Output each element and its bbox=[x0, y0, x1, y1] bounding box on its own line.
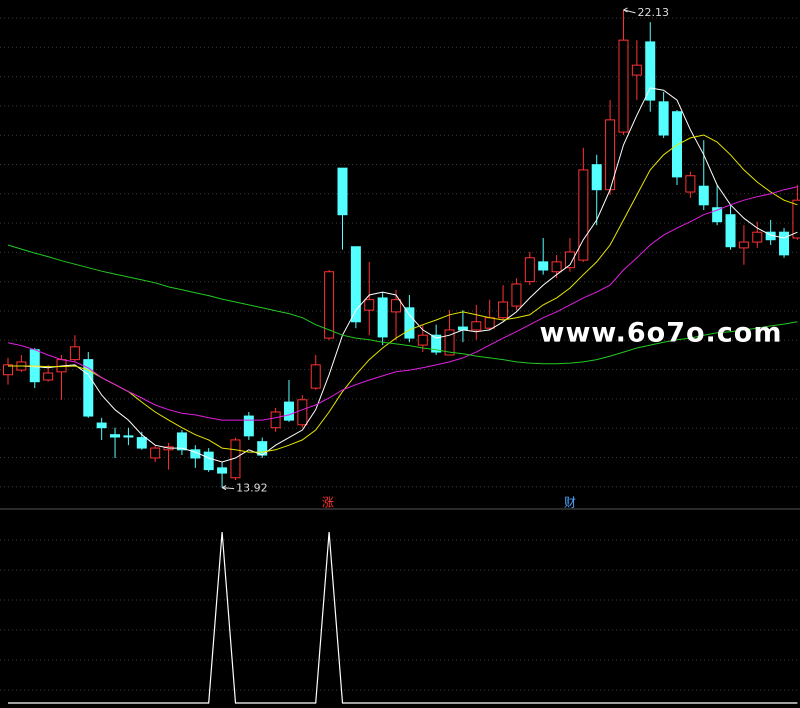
candle-body bbox=[524, 257, 535, 283]
candle-body bbox=[712, 207, 723, 223]
candle-body bbox=[404, 307, 415, 339]
candle-body bbox=[96, 422, 107, 429]
candle-body bbox=[83, 359, 94, 417]
candle-body bbox=[230, 439, 241, 479]
candle-body bbox=[217, 467, 228, 474]
candle-body bbox=[337, 167, 348, 216]
candle-body bbox=[110, 434, 121, 438]
high-label: 22.13 bbox=[637, 6, 669, 19]
candle-body bbox=[685, 175, 696, 193]
candle-body bbox=[498, 301, 509, 319]
candle-body bbox=[511, 283, 522, 307]
candle-body bbox=[538, 261, 549, 271]
plot-area: 22.13 13.92 bbox=[3, 6, 800, 495]
candle-body bbox=[591, 164, 602, 191]
candle-body bbox=[150, 447, 161, 459]
candle-body bbox=[350, 246, 361, 323]
candle-body bbox=[391, 299, 402, 313]
candle-body bbox=[779, 231, 790, 256]
candle-body bbox=[3, 364, 13, 376]
candle-body bbox=[377, 297, 388, 338]
candle-body bbox=[270, 411, 281, 429]
candle-body bbox=[283, 401, 294, 421]
candle-body bbox=[297, 399, 308, 426]
label-pointer bbox=[623, 7, 636, 14]
candle-body bbox=[431, 334, 442, 353]
candle-body bbox=[471, 321, 482, 331]
candle-body bbox=[176, 432, 187, 451]
moving-average-line bbox=[7, 244, 798, 365]
candle-body bbox=[444, 329, 455, 356]
candle-body bbox=[484, 317, 495, 329]
signal-line bbox=[8, 531, 798, 704]
candle-body bbox=[578, 169, 589, 261]
candle-body bbox=[618, 39, 629, 133]
candle-body bbox=[631, 64, 642, 76]
candle-body bbox=[725, 214, 736, 248]
candle-body bbox=[203, 451, 214, 471]
candle-body bbox=[310, 364, 321, 389]
label-pointer bbox=[221, 485, 235, 491]
candle-body bbox=[364, 299, 375, 311]
low-label: 13.92 bbox=[236, 482, 268, 495]
event-marker: 涨 bbox=[322, 495, 334, 510]
candle-body bbox=[43, 372, 54, 381]
grid bbox=[0, 17, 800, 691]
candle-body bbox=[738, 241, 749, 249]
candle-body bbox=[69, 346, 80, 361]
candle-body bbox=[645, 41, 656, 101]
event-marker: 财 bbox=[564, 496, 576, 510]
candle-body bbox=[136, 437, 147, 449]
candle-body bbox=[672, 111, 682, 178]
moving-average-line bbox=[8, 87, 798, 463]
candle-body bbox=[658, 101, 669, 136]
watermark: www.6o7o.com bbox=[540, 318, 783, 349]
candle-body bbox=[243, 415, 254, 437]
candle-body bbox=[564, 251, 575, 269]
candle-body bbox=[792, 199, 800, 239]
moving-average-line bbox=[8, 134, 798, 453]
candle-body bbox=[324, 271, 335, 339]
candle-body bbox=[123, 435, 134, 438]
candle-body bbox=[752, 231, 763, 243]
candle-body bbox=[698, 185, 709, 206]
moving-average-line bbox=[7, 186, 798, 421]
candle-body bbox=[417, 334, 428, 346]
candle-body bbox=[551, 261, 562, 273]
